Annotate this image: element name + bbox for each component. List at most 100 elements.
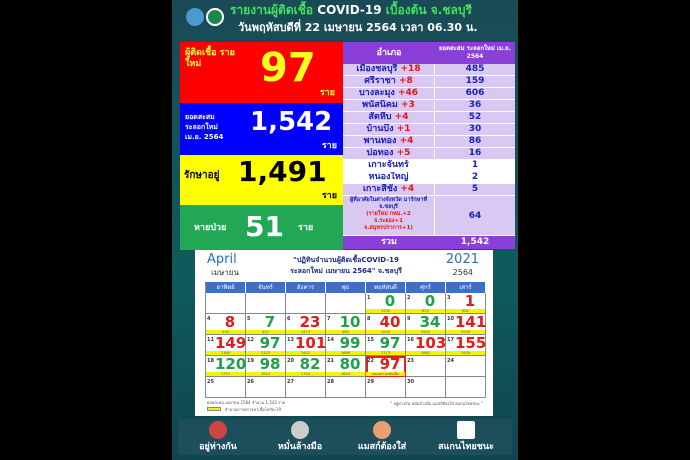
daily-cases: 0 <box>384 292 396 310</box>
footer-label: อยู่ห่างกัน <box>199 442 237 452</box>
daily-cases: 8 <box>224 313 236 331</box>
day-number: 25 <box>207 379 214 385</box>
day-number: 7 <box>327 316 331 322</box>
day-number: 16 <box>407 337 414 343</box>
unit-label: ราย <box>298 223 314 233</box>
daily-tests: 489 <box>326 330 365 334</box>
table-row: หนองใหญ่ 2 <box>343 172 515 184</box>
district-total: 30 <box>468 124 482 134</box>
daily-tests: 2602 <box>286 351 325 355</box>
calendar-title: ระลอกใหม่ เมษายน 2564" จ.ชลบุรี <box>290 267 402 275</box>
weekday-header: ศุกร์ <box>406 282 446 293</box>
district-label: เกาะจันทร์ <box>368 160 409 170</box>
district-label: เกาะสีชัง <box>362 184 398 194</box>
daily-tests: 1939 <box>446 351 485 355</box>
day-number: 19 <box>247 358 254 364</box>
calendar-day: 9 34 2505 <box>406 314 446 335</box>
table-row: บ่อทอง +5 16 <box>343 148 515 160</box>
legend-swatch <box>207 407 221 411</box>
district-name: บ้านบึง +1 <box>343 124 435 135</box>
calendar-day: 11 149 2395 <box>206 335 246 356</box>
total-label: รวม <box>381 237 397 247</box>
calendar-day: 28 <box>326 377 366 398</box>
day-number: 3 <box>447 295 451 301</box>
total-value: 1,542 <box>460 237 490 247</box>
district-delta: +4 <box>399 136 414 146</box>
district-total: 159 <box>465 76 485 86</box>
day-number: 29 <box>367 379 374 385</box>
thaichana-icon <box>457 421 475 439</box>
daily-tests: 2505 <box>406 330 445 334</box>
daily-tests: 1914 <box>246 372 285 376</box>
district-name: ผู้ที่อาศัยในต่างจังหวัด มารักษาที่ จ.ชล… <box>349 197 428 210</box>
district-delta: +1 <box>396 124 411 134</box>
daily-cases: 141 <box>455 313 487 331</box>
district-total: 52 <box>468 112 482 122</box>
calendar-day: 10 141 2539 <box>446 314 486 335</box>
recovered-panel: หายป่วย 51 ราย <box>180 205 343 250</box>
district-delta: +18 <box>400 64 421 74</box>
daily-cases: 1 <box>464 292 476 310</box>
day-number: 10 <box>447 316 454 322</box>
calendar-day: 4 8 430 <box>206 314 246 335</box>
year-th: 2564 <box>452 268 473 277</box>
district-note: จ.สมุทรปราการ+1) <box>364 225 413 231</box>
province-logo <box>186 8 204 26</box>
table-row: เมืองชลบุรี +18 485 <box>343 64 515 76</box>
daily-tests: 1757 <box>206 372 245 376</box>
district-name: พนัสนิคม +3 <box>343 100 435 111</box>
district-name: หนองใหญ่ <box>343 172 435 183</box>
daily-tests: 825 <box>406 309 445 313</box>
calendar-day <box>206 293 246 314</box>
calendar-day: 15 97 1713 <box>366 335 406 356</box>
district-table: อำเภอ ยอดสะสม ระลอกใหม่ เม.ย. 2564 เมือง… <box>343 42 515 249</box>
cumulative-label: เม.ย. 2564 <box>185 133 224 141</box>
district-delta: +5 <box>396 148 411 158</box>
mask-icon <box>373 421 391 439</box>
calendar-panel: April เมษายน "ปฏิทินจำนวนผู้ติดเชื้อCOVI… <box>195 250 493 416</box>
daily-tests: 2539 <box>446 330 485 334</box>
day-number: 8 <box>367 316 371 322</box>
daily-tests: 430 <box>206 330 245 334</box>
day-number: 6 <box>287 316 291 322</box>
table-row: เกาะจันทร์ 1 <box>343 160 515 172</box>
day-number: 24 <box>447 358 454 364</box>
district-label: เมืองชลบุรี <box>356 64 398 74</box>
district-name: ศรีราชา +8 <box>343 76 435 87</box>
daily-cases: 155 <box>455 334 487 352</box>
district-label: ศรีราชา <box>364 76 396 86</box>
table-row: พนัสนิคม +3 36 <box>343 100 515 112</box>
table-row: บ้านบึง +1 30 <box>343 124 515 136</box>
day-number: 15 <box>367 337 374 343</box>
calendar-day: 24 <box>446 356 486 377</box>
daily-cases: 97 <box>259 334 281 352</box>
daily-tests: 1666 <box>326 351 365 355</box>
column-header: อำเภอ <box>376 47 402 58</box>
daily-cases: 23 <box>299 313 321 331</box>
calendar-day <box>326 293 366 314</box>
day-number: 23 <box>407 358 414 364</box>
day-number: 20 <box>287 358 294 364</box>
daily-cases: 101 <box>295 334 327 352</box>
cumulative-label: ระลอกใหม่ <box>185 123 218 131</box>
district-name: เกาะจันทร์ <box>343 160 435 171</box>
cumulative-panel: ยอดสะสม ระลอกใหม่ เม.ย. 2564 1,542 ราย <box>180 103 343 155</box>
day-number: 11 <box>207 337 214 343</box>
daily-cases: 103 <box>415 334 447 352</box>
weekday-header: อังคาร <box>286 282 326 293</box>
calendar-day: 6 23 1473 <box>286 314 326 335</box>
calendar-slogan: " อยู่ห่างกัน หมั่นล้างมือ แมสก์ต้องใส่ … <box>390 401 483 406</box>
daily-tests: 1616 <box>326 372 365 376</box>
district-name: พานทอง +4 <box>343 136 435 147</box>
table-row: เกาะสีชัง +4 5 <box>343 184 515 196</box>
legend-label: จำนวนการตรวจหาเชื้อโควิด-19 <box>225 407 282 412</box>
district-name: บางละมุง +46 <box>343 88 435 99</box>
calendar-day <box>446 377 486 398</box>
daily-cases: 99 <box>339 334 361 352</box>
district-total: 606 <box>465 88 485 98</box>
calendar-day: 23 <box>406 356 446 377</box>
calendar-day: 17 155 1939 <box>446 335 486 356</box>
footer-label: หมั่นล้างมือ <box>277 442 323 452</box>
daily-cases: 7 <box>264 313 276 331</box>
day-number: 2 <box>407 295 411 301</box>
